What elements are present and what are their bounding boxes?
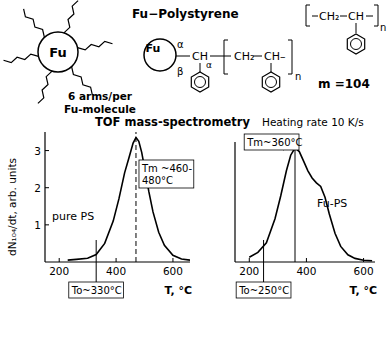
chart: 200 400 600 1 2 3 To~330°C Tm ~460-480°C pure PS… xyxy=(6,132,194,298)
x-tick xyxy=(306,258,307,262)
marker-line xyxy=(263,240,264,282)
group: CH₂ xyxy=(319,10,339,23)
y-label: dN₁₀₄/dt, arb. units xyxy=(6,158,18,256)
y-tick xyxy=(45,150,49,151)
x-tick-label: 400 xyxy=(106,265,126,277)
bond xyxy=(271,63,272,72)
phenyl xyxy=(262,72,279,92)
mass: m =104 xyxy=(318,77,370,91)
note: Heating rate 10 K/s xyxy=(262,116,364,128)
y-tick-label: 3 xyxy=(34,145,41,157)
curve-label: Fu-PS xyxy=(317,197,347,210)
ring xyxy=(262,72,279,92)
label-box xyxy=(69,282,124,298)
ring-inner xyxy=(195,77,206,88)
y-tick-label: 1 xyxy=(34,219,41,231)
arm xyxy=(38,71,52,103)
bond xyxy=(340,16,347,17)
bond xyxy=(253,56,262,57)
fu-core xyxy=(144,39,176,71)
chart: 200 400 600 To~250°C Tm~360°C Fu-PS T, °C xyxy=(235,134,377,298)
arm xyxy=(64,1,78,33)
ring-inner xyxy=(351,39,362,50)
label-box xyxy=(139,160,194,188)
repeat: n xyxy=(295,71,301,82)
y-tick xyxy=(45,224,49,225)
arm xyxy=(24,9,45,37)
beta: β xyxy=(177,66,183,77)
bond xyxy=(200,63,201,72)
alpha: α xyxy=(206,60,212,70)
plot-area xyxy=(249,148,372,261)
ring xyxy=(191,72,208,92)
bond xyxy=(176,56,190,57)
marker-label: 480°C xyxy=(142,175,173,186)
marker-label: To~330°C xyxy=(71,285,122,296)
y-axis xyxy=(234,142,235,262)
x-tick-label: 200 xyxy=(239,265,259,277)
phenyl xyxy=(191,72,208,92)
bracket xyxy=(306,5,310,26)
marker-label: Tm ~460- xyxy=(141,163,192,174)
marker-line xyxy=(295,148,296,262)
curve xyxy=(68,138,190,261)
alpha: α xyxy=(177,39,184,50)
arm xyxy=(78,41,113,50)
x-tick xyxy=(249,258,250,262)
structure-title: Fu−Polystyrene xyxy=(132,7,239,21)
molecule-caption: Fu-molecule xyxy=(64,103,136,115)
marker-label: To~250°C xyxy=(238,285,289,296)
group: CH– xyxy=(264,50,285,63)
x-axis xyxy=(235,261,375,262)
phenyl xyxy=(347,34,364,54)
x-tick xyxy=(59,258,60,262)
x-axis xyxy=(45,261,190,262)
x-tick-label: 400 xyxy=(296,265,316,277)
x-tick xyxy=(172,258,173,262)
x-tick xyxy=(116,258,117,262)
marker-label: Tm~360°C xyxy=(246,137,302,148)
x-tick-label: 600 xyxy=(163,265,183,277)
y-axis xyxy=(44,132,45,262)
group: CH xyxy=(348,10,364,23)
bond xyxy=(356,23,357,33)
arms xyxy=(4,1,113,104)
x-tick-label: 600 xyxy=(354,265,374,277)
repeat: n xyxy=(380,22,386,33)
y-tick-label: 2 xyxy=(34,182,41,194)
x-tick-label: 200 xyxy=(49,265,69,277)
marker-line xyxy=(135,132,136,262)
x-label: T, °C xyxy=(164,284,192,297)
curve xyxy=(249,148,372,261)
ring-inner xyxy=(266,77,277,88)
y-tick xyxy=(45,187,49,188)
bracket xyxy=(288,40,292,74)
core-label: Fu xyxy=(146,42,161,55)
group: CH₂ xyxy=(234,50,254,63)
molecule-caption: 6 arms/per xyxy=(68,90,133,102)
bond xyxy=(366,16,373,17)
figure: Fu 6 arms/perFu-molecule Fu−Polystyrene Fu α… xyxy=(0,0,392,354)
bracket xyxy=(224,40,228,74)
label-box xyxy=(236,282,291,298)
fu-sphere xyxy=(38,32,78,72)
x-label: T, °C xyxy=(349,284,377,297)
plot-area xyxy=(68,138,190,261)
bracket xyxy=(374,5,378,26)
fu-label: Fu xyxy=(49,45,67,60)
curve-label: pure PS xyxy=(52,210,94,223)
bond xyxy=(210,56,231,57)
arm xyxy=(4,54,39,63)
heading: TOF mass-spectrometry xyxy=(95,115,250,129)
ring xyxy=(347,34,364,54)
marker-line xyxy=(96,240,97,282)
bond xyxy=(312,16,318,17)
